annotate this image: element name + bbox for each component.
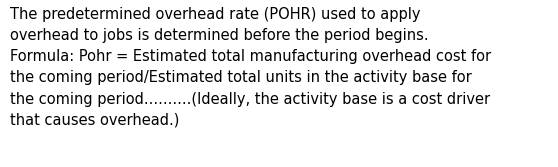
Text: The predetermined overhead rate (POHR) used to apply
overhead to jobs is determi: The predetermined overhead rate (POHR) u… bbox=[10, 7, 491, 128]
